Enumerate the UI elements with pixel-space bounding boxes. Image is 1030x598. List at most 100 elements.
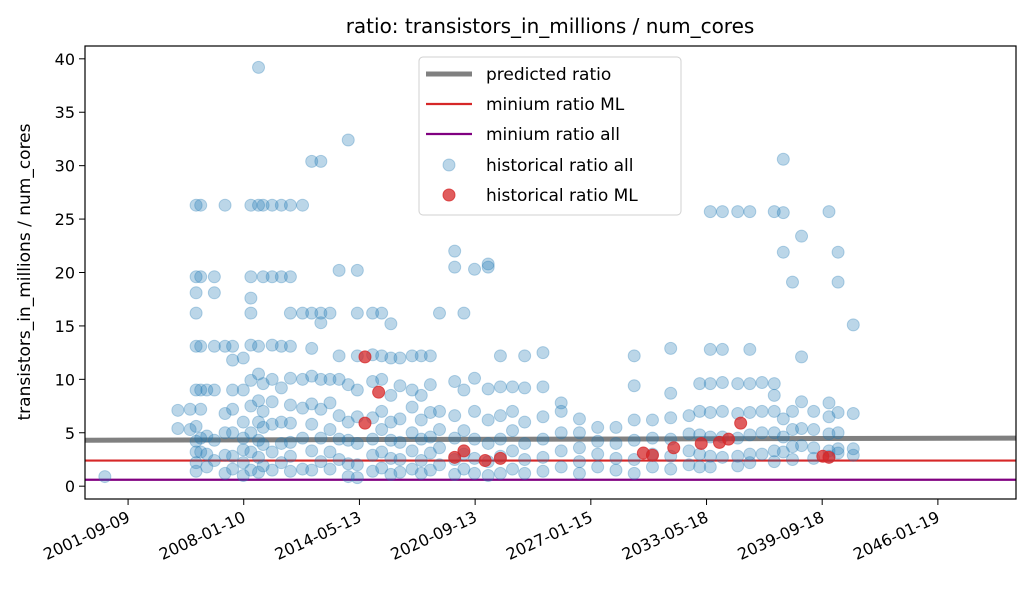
all-point <box>274 456 288 470</box>
all-point <box>189 383 203 397</box>
all-point <box>414 432 428 446</box>
all-point <box>393 351 407 365</box>
all-point <box>831 275 845 289</box>
all-point <box>274 270 288 284</box>
all-point <box>265 417 279 431</box>
all-point <box>393 412 407 426</box>
y-tick-label-25: 25 <box>55 210 75 229</box>
all-point <box>414 349 428 363</box>
all-point <box>807 423 821 437</box>
all-point <box>375 461 389 475</box>
all-point <box>384 467 398 481</box>
all-point <box>423 405 437 419</box>
all-point <box>536 450 550 464</box>
all-point <box>375 349 389 363</box>
legend-label-1: minium ratio ML <box>486 95 625 115</box>
all-point <box>252 465 266 479</box>
all-point <box>296 401 310 415</box>
all-point <box>296 462 310 476</box>
all-point <box>256 404 270 418</box>
all-point <box>807 441 821 455</box>
all-point <box>283 435 297 449</box>
all-point <box>384 451 398 465</box>
all-point <box>776 245 790 259</box>
all-point <box>314 306 328 320</box>
all-point <box>350 471 364 485</box>
all-point <box>265 372 279 386</box>
y-tick-label-35: 35 <box>55 103 75 122</box>
all-point <box>194 339 208 353</box>
legend-label-0: predicted ratio <box>486 65 611 85</box>
all-point <box>236 383 250 397</box>
all-point <box>767 404 781 418</box>
all-point <box>572 426 586 440</box>
all-point <box>609 451 623 465</box>
all-point <box>591 447 605 461</box>
all-point <box>831 405 845 419</box>
all-point <box>244 338 258 352</box>
all-point <box>591 434 605 448</box>
all-point <box>194 270 208 284</box>
legend-label-3: historical ratio all <box>486 156 634 176</box>
all-point <box>493 409 507 423</box>
all-point <box>767 444 781 458</box>
all-point <box>366 306 380 320</box>
all-point <box>189 198 203 212</box>
all-point <box>341 470 355 484</box>
all-point <box>682 458 696 472</box>
all-point <box>323 306 337 320</box>
all-point <box>274 381 288 395</box>
all-point <box>283 398 297 412</box>
all-point <box>755 426 769 440</box>
legend-label-2: minium ratio all <box>486 125 620 145</box>
all-point <box>703 342 717 356</box>
all-point <box>189 306 203 320</box>
all-point <box>448 431 462 445</box>
all-point <box>314 431 328 445</box>
all-point <box>627 466 641 480</box>
all-point <box>554 404 568 418</box>
all-point <box>831 245 845 259</box>
all-point <box>795 395 809 409</box>
all-point <box>265 445 279 459</box>
all-point <box>715 205 729 219</box>
all-point <box>265 198 279 212</box>
all-point <box>244 399 258 413</box>
all-point <box>785 452 799 466</box>
all-point <box>314 154 328 168</box>
all-point <box>682 427 696 441</box>
all-point <box>218 339 232 353</box>
all-point <box>554 426 568 440</box>
all-point <box>506 424 520 438</box>
predicted-ratio-line <box>84 435 1017 443</box>
all-point <box>715 342 729 356</box>
all-point <box>252 394 266 408</box>
all-point <box>493 432 507 446</box>
all-point <box>682 444 696 458</box>
all-point <box>457 383 471 397</box>
all-point <box>457 424 471 438</box>
legend-swatch-point-4 <box>442 188 456 202</box>
all-point <box>627 349 641 363</box>
all-point <box>518 466 532 480</box>
all-point <box>256 377 270 391</box>
all-point <box>822 410 836 424</box>
all-point <box>200 447 214 461</box>
all-point <box>341 415 355 429</box>
all-point <box>432 441 446 455</box>
x-tick-label-2046-01-19: 2046-01-19 <box>850 507 942 564</box>
all-point <box>350 436 364 450</box>
all-point <box>341 378 355 392</box>
all-point <box>468 451 482 465</box>
all-point <box>785 275 799 289</box>
all-point <box>207 339 221 353</box>
all-point <box>432 423 446 437</box>
y-tick-label-5: 5 <box>65 424 75 443</box>
all-point <box>703 449 717 463</box>
all-point <box>795 439 809 453</box>
all-point <box>715 450 729 464</box>
all-point <box>350 263 364 277</box>
all-point <box>448 409 462 423</box>
all-point <box>831 426 845 440</box>
